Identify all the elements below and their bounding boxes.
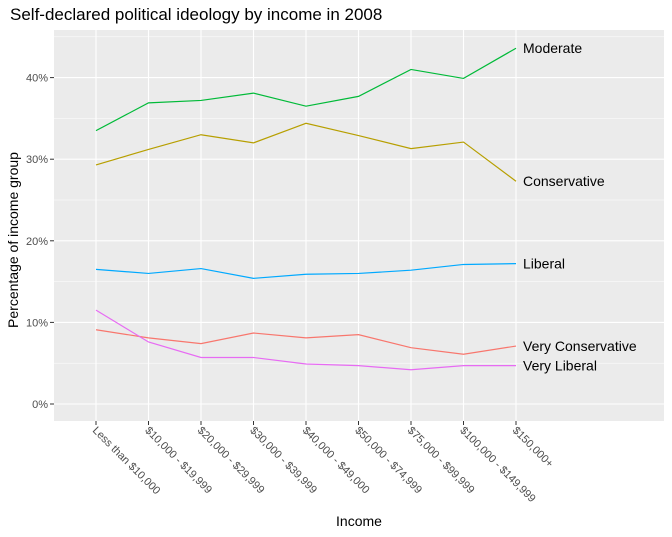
y-tick-label: 20% (26, 236, 48, 248)
series-labels: Moderate Conservative Liberal Very Conserva… (523, 40, 637, 373)
series-line (95, 47, 517, 132)
x-axis-title: Income (336, 513, 382, 529)
x-axis: Less than $10,000$10,000 - $19,999$20,00… (90, 421, 555, 505)
x-tick-label: $150,000+ (510, 425, 555, 470)
series-label: Very Conservative (523, 338, 637, 354)
chart-title: Self-declared political ideology by inco… (10, 5, 382, 24)
series-lines (95, 47, 517, 371)
y-tick-label: 10% (26, 317, 48, 329)
series-line (95, 122, 517, 182)
y-tick-label: 0% (32, 399, 48, 411)
y-axis-title: Percentage of income group (5, 152, 21, 328)
plot-panel (54, 30, 664, 421)
y-tick-label: 30% (26, 154, 48, 166)
series-label: Conservative (523, 173, 605, 189)
series-label: Very Liberal (523, 358, 597, 374)
y-tick-label: 40% (26, 73, 48, 85)
series-label: Liberal (523, 256, 565, 272)
y-axis: 0% 10% 20% 30% 40% (26, 73, 54, 411)
series-line (95, 309, 516, 371)
series-line (95, 263, 517, 279)
series-label: Moderate (523, 40, 582, 56)
series-line (95, 329, 517, 355)
